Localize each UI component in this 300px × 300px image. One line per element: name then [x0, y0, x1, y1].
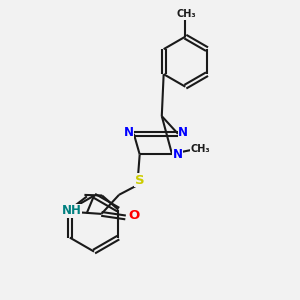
Text: CH₃: CH₃: [176, 9, 196, 19]
Text: S: S: [135, 173, 145, 187]
Text: CH₃: CH₃: [190, 143, 210, 154]
Text: N: N: [172, 148, 182, 161]
Text: N: N: [124, 126, 134, 139]
Text: N: N: [178, 126, 188, 139]
Text: O: O: [128, 209, 140, 223]
Text: NH: NH: [61, 205, 81, 218]
